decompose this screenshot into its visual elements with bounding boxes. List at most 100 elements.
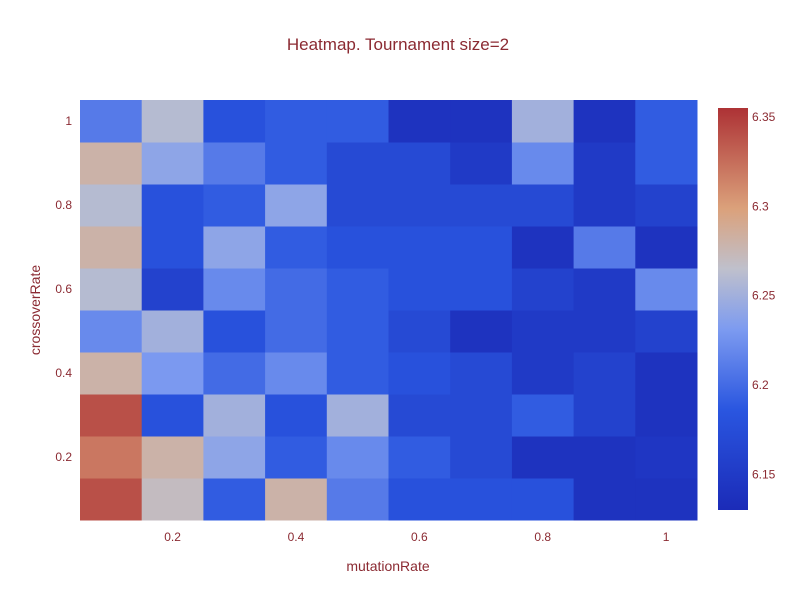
heatmap-cell [203, 142, 266, 185]
heatmap-cell [511, 310, 575, 353]
heatmap-cell [203, 226, 266, 269]
heatmap-cell [326, 100, 389, 143]
heatmap-cell [573, 142, 636, 185]
heatmap-cell [80, 394, 143, 437]
heatmap-cell [450, 100, 513, 143]
heatmap-cell [450, 268, 513, 311]
heatmap-cell [511, 184, 575, 227]
y-axis-title: crossoverRate [27, 265, 43, 355]
heatmap-cell [450, 352, 513, 395]
colorbar-tick-label: 6.15 [752, 467, 776, 481]
heatmap-cell [265, 352, 328, 395]
heatmap-cell [573, 478, 636, 521]
heatmap-cell [203, 394, 266, 437]
heatmap-cell [326, 184, 389, 227]
heatmap-cell [203, 268, 266, 311]
heatmap-cell [80, 436, 143, 479]
heatmap-cell [265, 436, 328, 479]
heatmap-cell [388, 184, 451, 227]
heatmap-cell [450, 310, 513, 353]
heatmap-cell [80, 226, 143, 269]
heatmap-cell [511, 478, 575, 521]
heatmap-cell [265, 142, 328, 185]
heatmap-cell [326, 226, 389, 269]
heatmap-cell [265, 394, 328, 437]
heatmap-cell [326, 394, 389, 437]
heatmap-cell [203, 310, 266, 353]
x-tick-label: 0.6 [411, 530, 428, 544]
heatmap-cell [511, 352, 575, 395]
heatmap-cell [203, 352, 266, 395]
heatmap-cell [265, 310, 328, 353]
heatmap-cell [388, 394, 451, 437]
heatmap-cell [326, 142, 389, 185]
heatmap-cell [635, 478, 698, 521]
heatmap-cell [80, 142, 143, 185]
heatmap-cell [388, 352, 451, 395]
heatmap-cell [573, 352, 636, 395]
heatmap-cell [265, 478, 328, 521]
heatmap-cell [573, 184, 636, 227]
heatmap-cell [635, 352, 698, 395]
heatmap-cell [141, 184, 204, 227]
heatmap-cell [388, 226, 451, 269]
heatmap-cell [573, 226, 636, 269]
y-tick-label: 0.8 [55, 198, 72, 212]
heatmap-cell [203, 184, 266, 227]
heatmap-cell [450, 478, 513, 521]
x-tick-label: 0.4 [288, 530, 305, 544]
heatmap-cell [80, 184, 143, 227]
x-axis-ticks: 0.2 0.4 0.6 0.8 1 [164, 530, 670, 544]
heatmap-cell [265, 268, 328, 311]
colorbar [718, 108, 748, 510]
heatmap-cell [450, 394, 513, 437]
heatmap-cell [80, 310, 143, 353]
y-axis-ticks: 0.2 0.4 0.6 0.8 1 [55, 114, 72, 464]
heatmap-cell [80, 268, 143, 311]
heatmap-cell [80, 352, 143, 395]
heatmap-cell [635, 226, 698, 269]
heatmap-cell [511, 100, 575, 143]
chart-title: Heatmap. Tournament size=2 [287, 35, 509, 54]
heatmap-cell [141, 226, 204, 269]
heatmap-cell [141, 268, 204, 311]
y-tick-label: 0.4 [55, 366, 72, 380]
heatmap-cell [388, 310, 451, 353]
x-tick-label: 0.8 [534, 530, 551, 544]
heatmap-cell [203, 100, 266, 143]
heatmap-cell [450, 142, 513, 185]
heatmap-cell [450, 436, 513, 479]
heatmap-cell [511, 142, 575, 185]
heatmap-cell [573, 100, 636, 143]
colorbar-ticks: 6.35 6.3 6.25 6.2 6.15 [752, 110, 776, 481]
heatmap-cell [388, 478, 451, 521]
heatmap-cell [141, 394, 204, 437]
heatmap-cell [326, 352, 389, 395]
heatmap-cell [265, 226, 328, 269]
heatmap-cell [450, 184, 513, 227]
heatmap-cell [573, 394, 636, 437]
heatmap-cell [265, 100, 328, 143]
heatmap-cell [141, 436, 204, 479]
heatmap-cell [388, 100, 451, 143]
heatmap-cell [573, 268, 636, 311]
heatmap-cell [141, 100, 204, 143]
heatmap-cell [141, 352, 204, 395]
heatmap-cell [141, 142, 204, 185]
heatmap-cell [265, 184, 328, 227]
y-tick-label: 0.6 [55, 282, 72, 296]
x-axis-title: mutationRate [346, 558, 429, 574]
y-tick-label: 0.2 [55, 450, 72, 464]
heatmap-cell [635, 436, 698, 479]
heatmap-cell [326, 268, 389, 311]
heatmap-cell [80, 478, 143, 521]
heatmap-cell [573, 436, 636, 479]
heatmap-cell [635, 268, 698, 311]
heatmap-cell [635, 394, 698, 437]
colorbar-tick-label: 6.3 [752, 199, 769, 213]
heatmap-cell [635, 100, 698, 143]
heatmap-cell [141, 478, 204, 521]
heatmap-cell [80, 100, 143, 143]
